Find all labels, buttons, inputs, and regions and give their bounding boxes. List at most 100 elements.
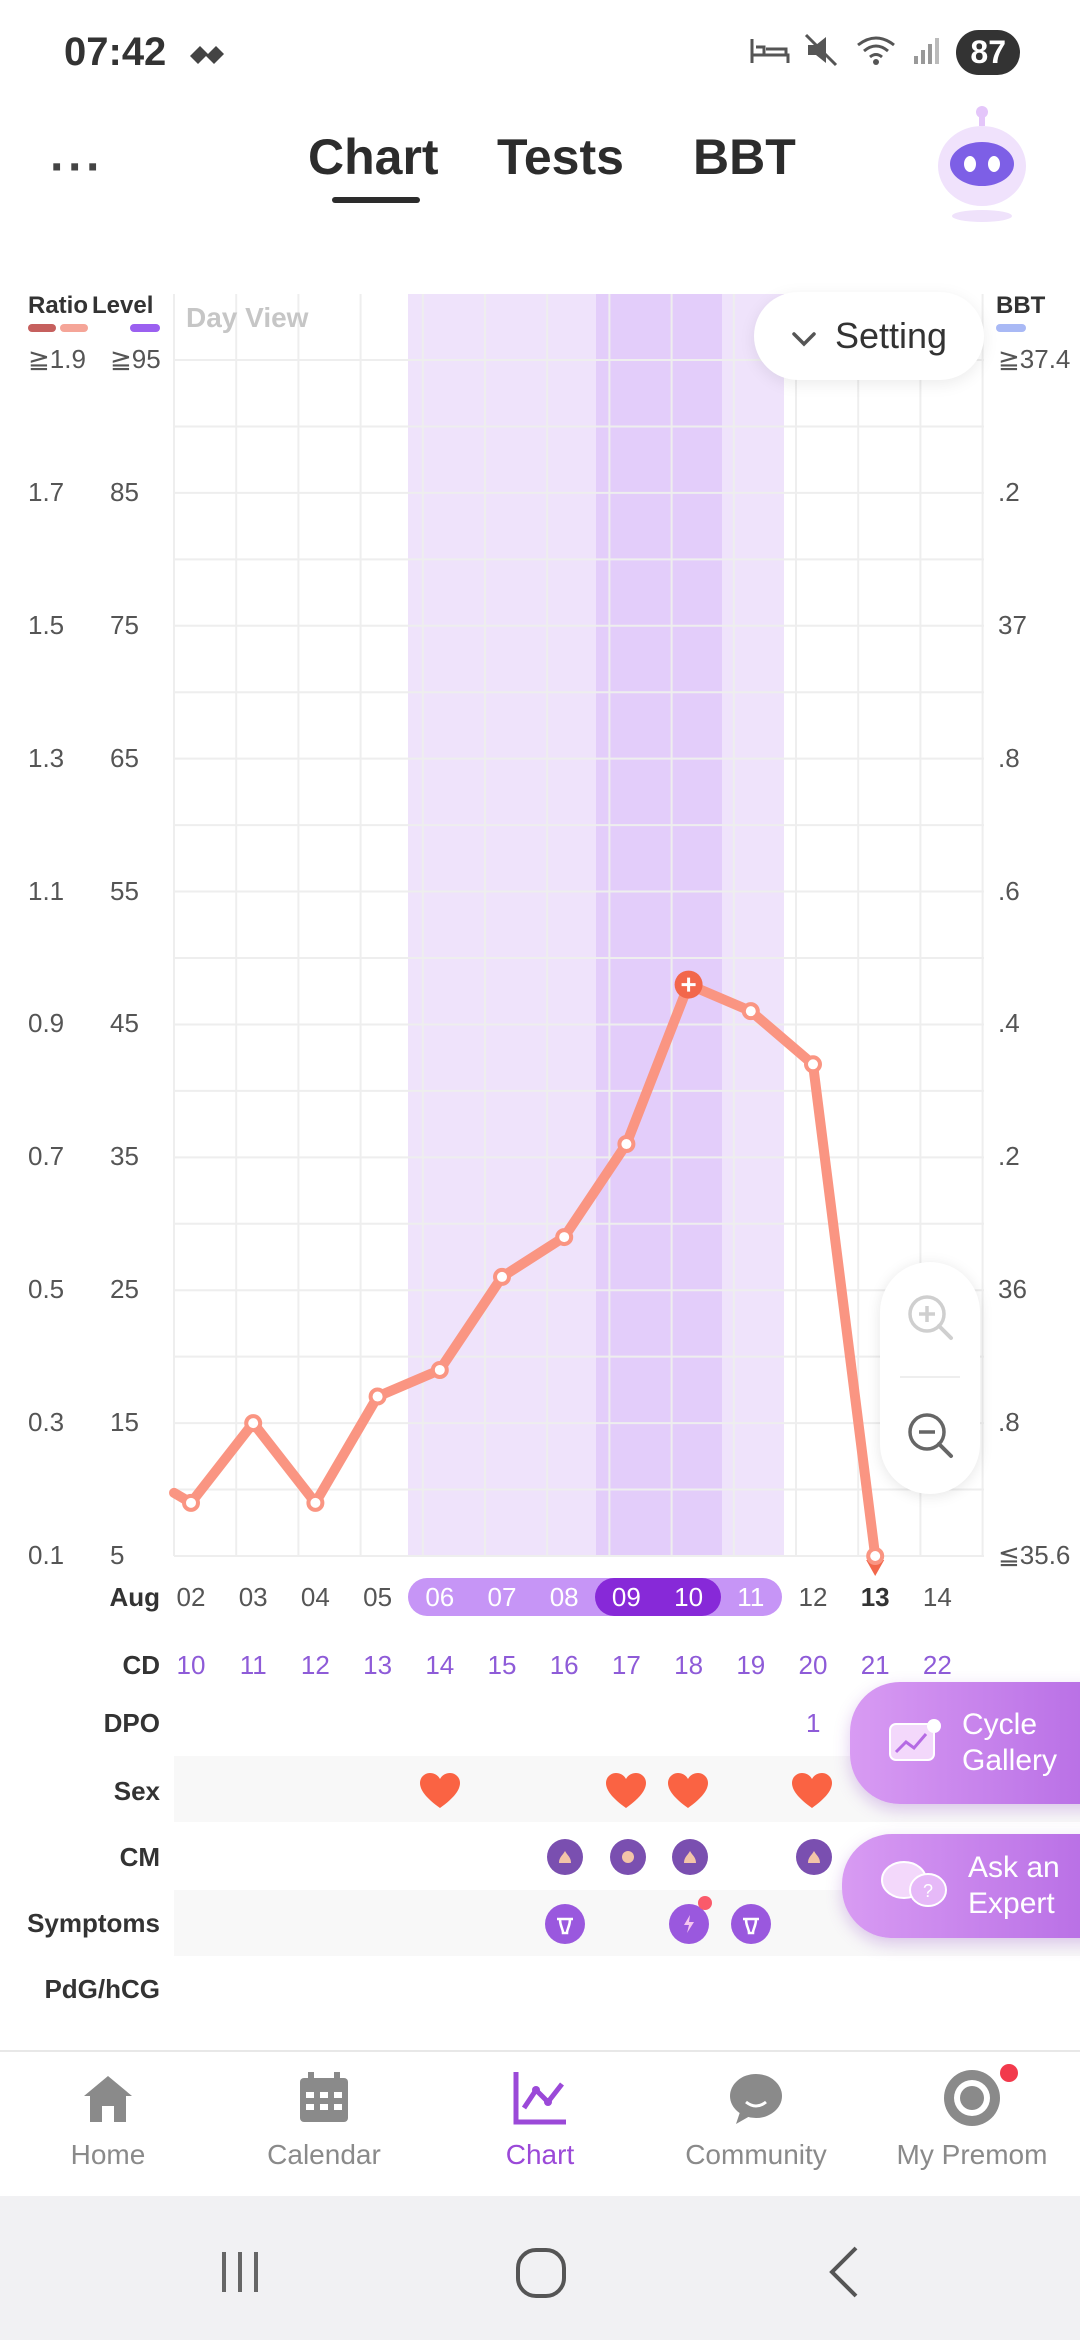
nav-community[interactable]: Community: [648, 2068, 864, 2171]
cervical-mucus-icon[interactable]: [796, 1839, 832, 1875]
level-tick-label: ≧95: [110, 344, 161, 374]
level-tick-label: 35: [110, 1141, 139, 1172]
level-heading: Level: [92, 292, 160, 332]
cycle-day-label[interactable]: 20: [798, 1650, 828, 1680]
cervical-mucus-icon[interactable]: [547, 1839, 583, 1875]
data-point: [306, 1493, 325, 1512]
system-nav-bar: [0, 2196, 1080, 2340]
bbt-tick-label: 36: [998, 1274, 1027, 1305]
ratio-tick-label: 0.9: [28, 1008, 65, 1039]
cramp-icon[interactable]: [669, 1904, 709, 1944]
date-label[interactable]: 10: [674, 1582, 704, 1612]
fertile-band: [408, 294, 596, 1556]
bbt-tick-label: .4: [998, 1008, 1020, 1039]
setting-button[interactable]: Setting: [754, 292, 984, 380]
status-bar: 07:42 87: [0, 0, 1080, 105]
bbt-tick-label: .6: [998, 875, 1020, 906]
svg-text:?: ?: [923, 1881, 933, 1901]
uterus-icon[interactable]: [731, 1904, 771, 1944]
date-label[interactable]: 14: [922, 1582, 952, 1612]
calendar-icon: [294, 2072, 354, 2132]
ask-expert-label: Ask an Expert: [968, 1851, 1060, 1920]
cycle-day-label[interactable]: 10: [176, 1650, 206, 1680]
chart-icon: [510, 2072, 570, 2132]
cycle-day-label[interactable]: 15: [487, 1650, 517, 1680]
cycle-day-label[interactable]: 14: [425, 1650, 455, 1680]
bbt-tick-label: .8: [998, 742, 1020, 773]
cervical-mucus-icon[interactable]: [672, 1839, 708, 1875]
date-label[interactable]: 03: [238, 1582, 268, 1612]
cycle-day-label[interactable]: 12: [300, 1650, 330, 1680]
back-icon[interactable]: [824, 2244, 864, 2305]
bbt-heading: BBT: [996, 292, 1045, 332]
level-tick-label: 5: [110, 1540, 125, 1570]
nav-chart[interactable]: Chart: [432, 2068, 648, 2171]
dpo-label-wrap: DPO: [103, 1708, 160, 1738]
cervical-mucus-icon[interactable]: [610, 1839, 646, 1875]
dpo-value: 1: [806, 1708, 821, 1738]
data-point: [182, 1493, 200, 1512]
date-label[interactable]: 02: [176, 1582, 206, 1612]
data-point: [866, 1547, 885, 1565]
data-point: [617, 1135, 636, 1154]
bottom-nav: Home Calendar Chart Community My Premom: [0, 2050, 1080, 2198]
cycle-day-label[interactable]: 22: [922, 1650, 952, 1680]
nav-my-premom[interactable]: My Premom: [864, 2068, 1080, 2171]
home-icon: [78, 2076, 138, 2132]
recent-apps-icon[interactable]: [216, 2248, 264, 2301]
level-tick-label: 75: [110, 609, 139, 640]
tab-bbt[interactable]: BBT: [693, 129, 796, 185]
nav-calendar[interactable]: Calendar: [216, 2068, 432, 2171]
bed-icon: [750, 35, 790, 70]
signal-icon: [912, 34, 942, 71]
data-point: [804, 1055, 822, 1074]
zoom-divider: [900, 1376, 960, 1378]
ratio-tick-label: 0.7: [28, 1141, 65, 1172]
heart-icon[interactable]: [418, 1772, 462, 1815]
zoom-out-icon[interactable]: [905, 1410, 957, 1467]
day-view-label: Day View: [186, 302, 309, 333]
peak-window-pill: [595, 1578, 721, 1616]
level-tick-label: 85: [110, 476, 139, 507]
date-label[interactable]: 05: [363, 1582, 393, 1612]
uterus-icon[interactable]: [545, 1904, 585, 1944]
cycle-day-label[interactable]: 13: [363, 1650, 393, 1680]
cycle-day-label[interactable]: 16: [549, 1650, 579, 1680]
date-label[interactable]: 08: [549, 1582, 579, 1612]
heart-icon[interactable]: [666, 1772, 710, 1815]
ratio-tick-label: 1.1: [28, 875, 65, 906]
cycle-gallery-button[interactable]: Cycle Gallery: [850, 1682, 1080, 1804]
chevron-down-icon: [791, 315, 817, 357]
level-tick-label: 65: [110, 742, 139, 773]
ask-expert-button[interactable]: ? Ask an Expert: [842, 1834, 1080, 1938]
robot-assistant-icon[interactable]: [930, 104, 1030, 231]
bbt-tick-label: .2: [998, 476, 1020, 507]
sex-label-wrap: Sex: [113, 1776, 160, 1806]
date-label[interactable]: 06: [425, 1582, 455, 1612]
heart-icon[interactable]: [604, 1772, 648, 1815]
tab-tests[interactable]: Tests: [497, 129, 624, 185]
bbt-tick-label: ≦35.6: [998, 1540, 1071, 1570]
cycle-day-label[interactable]: 17: [611, 1650, 641, 1680]
ratio-tick-label: ≧1.9: [28, 344, 86, 374]
lh-chart: [169, 294, 984, 1576]
date-label[interactable]: 04: [300, 1582, 330, 1612]
cycle-day-label[interactable]: 18: [674, 1650, 704, 1680]
zoom-in-icon[interactable]: [905, 1292, 957, 1349]
notification-dot: [698, 1896, 712, 1910]
more-button[interactable]: ···: [50, 141, 104, 194]
heart-icon[interactable]: [790, 1772, 834, 1815]
date-label[interactable]: 07: [487, 1582, 517, 1612]
tab-chart[interactable]: Chart: [308, 129, 439, 185]
date-label[interactable]: 13: [860, 1582, 890, 1612]
status-icons: 87: [750, 30, 1020, 75]
date-label[interactable]: 11: [737, 1582, 765, 1612]
cycle-day-label[interactable]: 11: [239, 1650, 267, 1680]
date-label[interactable]: 12: [798, 1582, 828, 1612]
cycle-day-label[interactable]: 19: [736, 1650, 766, 1680]
date-label[interactable]: 09: [611, 1582, 641, 1612]
cycle-day-label[interactable]: 21: [860, 1650, 890, 1680]
status-time: 07:42: [64, 30, 167, 74]
home-circle-icon[interactable]: [514, 2246, 568, 2305]
nav-home[interactable]: Home: [0, 2068, 216, 2171]
